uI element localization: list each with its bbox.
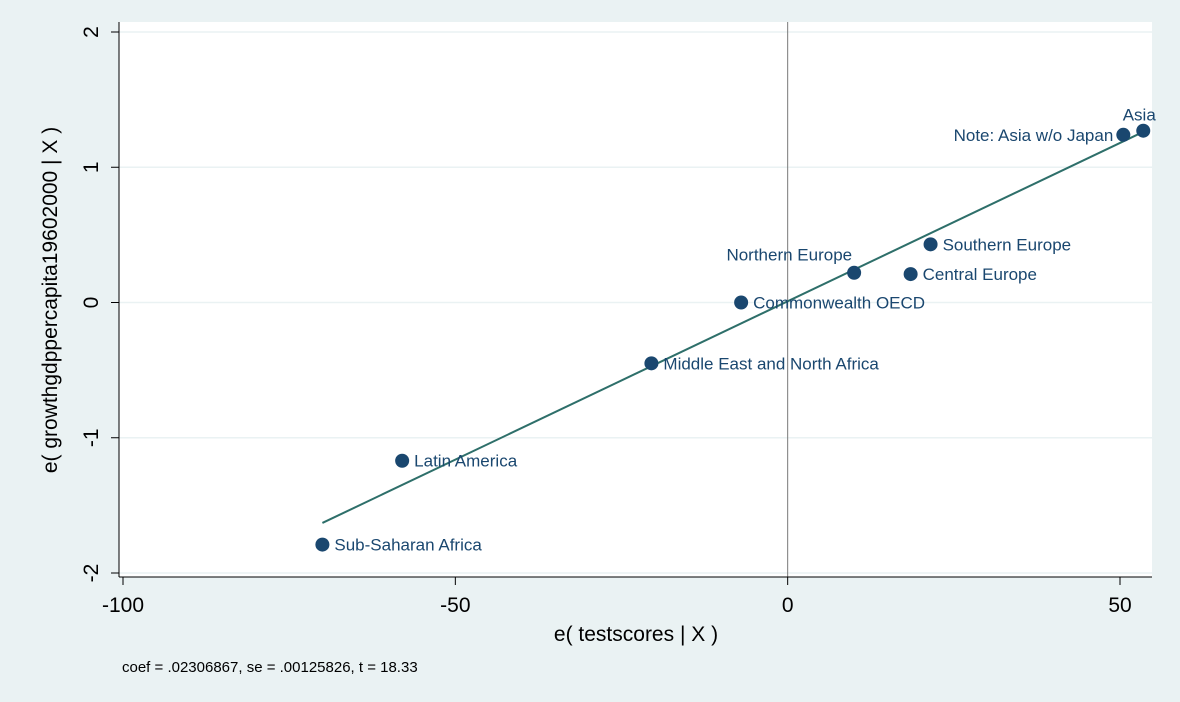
data-point <box>903 267 918 282</box>
fit-line <box>321 132 1141 524</box>
y-tick-label: 0 <box>80 297 103 309</box>
x-tick-label: -100 <box>102 594 144 617</box>
y-tick-label: 1 <box>80 161 103 173</box>
x-axis-title: e( testscores | X ) <box>554 623 718 646</box>
point-label: Asia <box>1123 106 1157 125</box>
x-tick-label: 0 <box>782 594 794 617</box>
y-tick-label: -2 <box>80 564 103 583</box>
coef-note: coef = .02306867, se = .00125826, t = 18… <box>122 659 418 676</box>
data-point <box>1136 123 1151 138</box>
point-label: Note: Asia w/o Japan <box>954 126 1114 145</box>
data-point <box>923 237 938 252</box>
data-point <box>734 295 749 310</box>
y-axis-title: e( growthgdppercapita19602000 | X ) <box>39 127 62 473</box>
point-label: Northern Europe <box>726 246 852 265</box>
point-label: Central Europe <box>923 265 1037 284</box>
y-tick-label: 2 <box>80 26 103 38</box>
point-label: Middle East and North Africa <box>663 354 879 373</box>
data-point <box>1116 127 1131 142</box>
data-point <box>395 453 410 468</box>
data-point <box>644 356 659 371</box>
point-label: Sub-Saharan Africa <box>334 536 482 555</box>
point-label: Southern Europe <box>943 235 1072 254</box>
plot-area <box>119 22 1152 577</box>
data-point <box>847 265 862 280</box>
y-tick-label: -1 <box>80 428 103 447</box>
point-label: Commonwealth OECD <box>753 294 925 313</box>
x-tick-label: -50 <box>440 594 470 617</box>
point-label: Latin America <box>414 452 518 471</box>
data-point <box>315 537 330 552</box>
x-tick-label: 50 <box>1108 594 1131 617</box>
